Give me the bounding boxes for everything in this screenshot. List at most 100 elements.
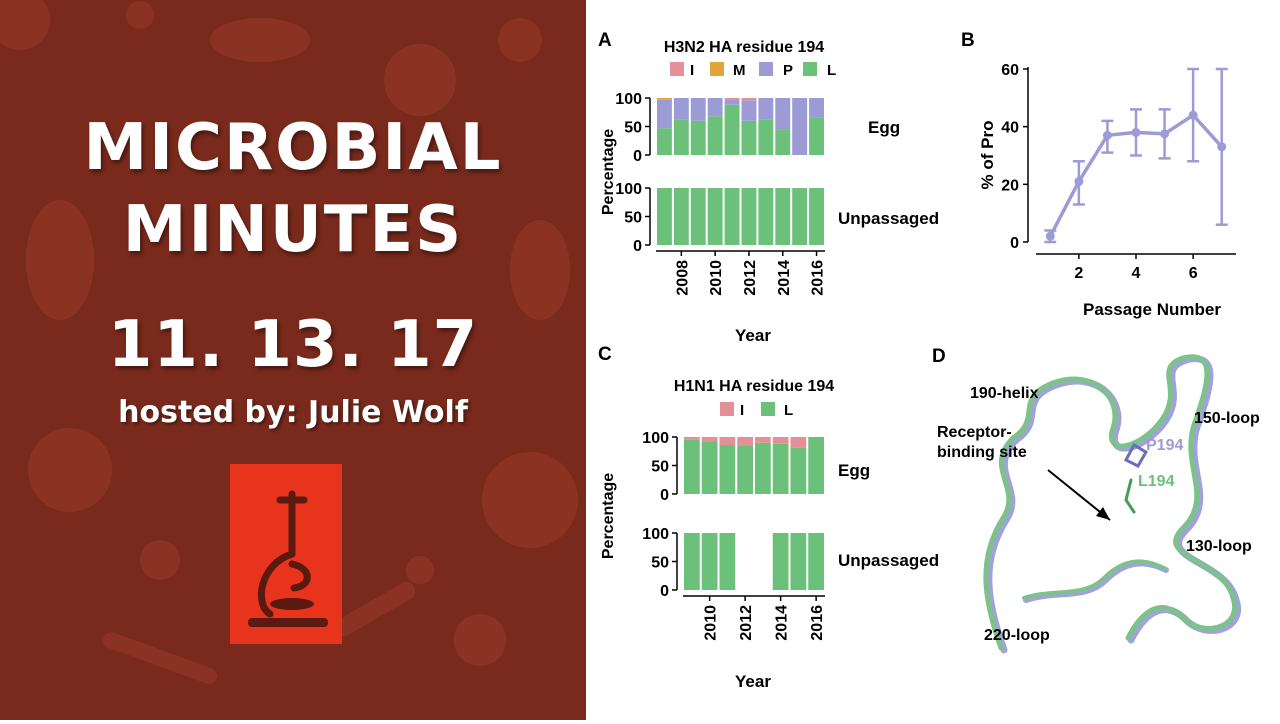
legend-label-i: I	[690, 62, 694, 79]
bar-segment-l	[690, 188, 706, 245]
legend-label-l: L	[784, 402, 793, 419]
panel-c-egg-label: Egg	[838, 461, 870, 480]
bar-segment-i	[719, 437, 736, 445]
x-tick-label: 2010	[703, 605, 720, 641]
microscope-logo	[230, 464, 342, 644]
x-tick-label: 4	[1132, 265, 1141, 282]
figure-svg: A H3N2 HA residue 194 I M P L 0 50 100 0 50…	[598, 30, 1260, 691]
bar-segment-i	[790, 437, 807, 448]
bar-segment-l	[741, 188, 757, 245]
bar-segment-l	[808, 533, 824, 590]
bar-segment-l	[758, 119, 774, 155]
label-190-helix: 190-helix	[970, 385, 1039, 402]
y-tick-label: 50	[624, 120, 642, 137]
bar-segment-p	[775, 98, 791, 130]
bar-segment-l	[684, 533, 700, 590]
legend-label-l: L	[827, 62, 836, 79]
legend-label-m: M	[733, 62, 746, 79]
bar-segment-l	[790, 533, 807, 590]
bar-segment-l	[809, 117, 824, 155]
bar-segment-l	[758, 188, 774, 245]
label-p194: P194	[1146, 437, 1183, 454]
bar-segment-p	[724, 99, 740, 105]
legend-swatch-p	[759, 62, 773, 76]
bar-segment-l	[775, 129, 791, 155]
panel-c-letter: C	[598, 344, 612, 365]
bar-segment-p	[809, 98, 824, 118]
y-tick-label: 50	[651, 459, 669, 476]
bar-segment-l	[772, 533, 789, 590]
legend-label-p: P	[783, 62, 793, 79]
panel-c-xlabel: Year	[735, 672, 771, 691]
y-tick-label: 0	[660, 487, 669, 504]
bar-segment-l	[775, 188, 791, 245]
bar-segment-l	[684, 439, 700, 494]
bar-segment-p	[657, 99, 672, 129]
panel-a-egg-bars: 0 50 100	[615, 91, 824, 165]
bar-segment-l	[737, 445, 753, 494]
y-tick-label: 20	[1001, 177, 1019, 194]
panel-b-xlabel: Passage Number	[1083, 300, 1221, 319]
bar-segment-p	[673, 98, 689, 120]
host-line: hosted by: Julie Wolf	[118, 395, 468, 430]
data-point	[1045, 231, 1055, 241]
y-tick-label: 50	[651, 555, 669, 572]
title-line-1: MICROBIAL	[83, 111, 503, 185]
protein-structure-ribbon	[983, 354, 1242, 654]
panel-b-letter: B	[961, 30, 975, 51]
x-tick-label: 2016	[810, 260, 827, 296]
panel-c-legend: I L	[720, 402, 793, 419]
legend-swatch-l	[803, 62, 817, 76]
bar-segment-l	[707, 188, 723, 245]
y-tick-label: 100	[615, 181, 642, 198]
bar-segment-l	[701, 533, 718, 590]
label-l194: L194	[1138, 473, 1175, 490]
y-tick-label: 100	[615, 91, 642, 108]
panel-b-ylabel: % of Pro	[978, 121, 997, 190]
x-tick-label: 2014	[774, 605, 791, 641]
bar-segment-i	[772, 437, 789, 444]
bar-segment-p	[707, 98, 723, 117]
bar-segment-l	[673, 119, 689, 155]
panel-a-unpassaged-bars: 0 50 100 2008 2010 2012 2014 2016	[615, 181, 826, 296]
bar-segment-l	[707, 116, 723, 155]
microbe-background-pattern	[0, 0, 578, 684]
panel-a-title: H3N2 HA residue 194	[664, 39, 824, 56]
bar-segment-l	[792, 188, 808, 245]
bar-segment-l	[809, 188, 824, 245]
panel-a-egg-label: Egg	[868, 118, 900, 137]
panel-c-egg-bars: 0 50 100	[642, 430, 824, 504]
label-220-loop: 220-loop	[984, 627, 1050, 644]
legend-swatch-i	[720, 402, 734, 416]
panel-c-title: H1N1 HA residue 194	[674, 378, 834, 395]
bar-segment-l	[808, 437, 824, 494]
panel-a-letter: A	[598, 30, 612, 51]
bar-segment-p	[741, 100, 757, 121]
panel-a-ylabel: Percentage	[600, 129, 617, 215]
legend-swatch-i	[670, 62, 684, 76]
bar-segment-l	[755, 442, 771, 494]
bar-segment-i	[737, 437, 753, 446]
data-point	[1074, 176, 1084, 186]
bar-segment-l	[790, 447, 807, 494]
x-tick-label: 2012	[738, 605, 755, 641]
bar-segment-l	[657, 188, 672, 245]
bar-segment-l	[724, 104, 740, 155]
banner-panel: MICROBIAL MINUTES 11. 13. 17 hosted by: …	[0, 0, 586, 720]
bar-segment-i	[755, 437, 771, 443]
data-point	[1131, 127, 1141, 137]
episode-date: 11. 13. 17	[107, 308, 479, 382]
label-receptor-line1: Receptor-	[937, 424, 1012, 441]
bar-segment-l	[724, 188, 740, 245]
x-tick-label: 2016	[809, 605, 826, 641]
data-point	[1188, 110, 1198, 120]
x-tick-label: 2008	[674, 260, 691, 296]
x-tick-label: 6	[1189, 265, 1198, 282]
panel-c-ylabel: Percentage	[600, 473, 617, 559]
bar-segment-l	[772, 443, 789, 494]
x-tick-label: 2014	[776, 260, 793, 296]
label-150-loop: 150-loop	[1194, 410, 1260, 427]
panel-d: D 190-helix 150-loop Receptor- binding s…	[932, 346, 1260, 654]
legend-swatch-m	[710, 62, 724, 76]
data-point	[1217, 142, 1227, 152]
